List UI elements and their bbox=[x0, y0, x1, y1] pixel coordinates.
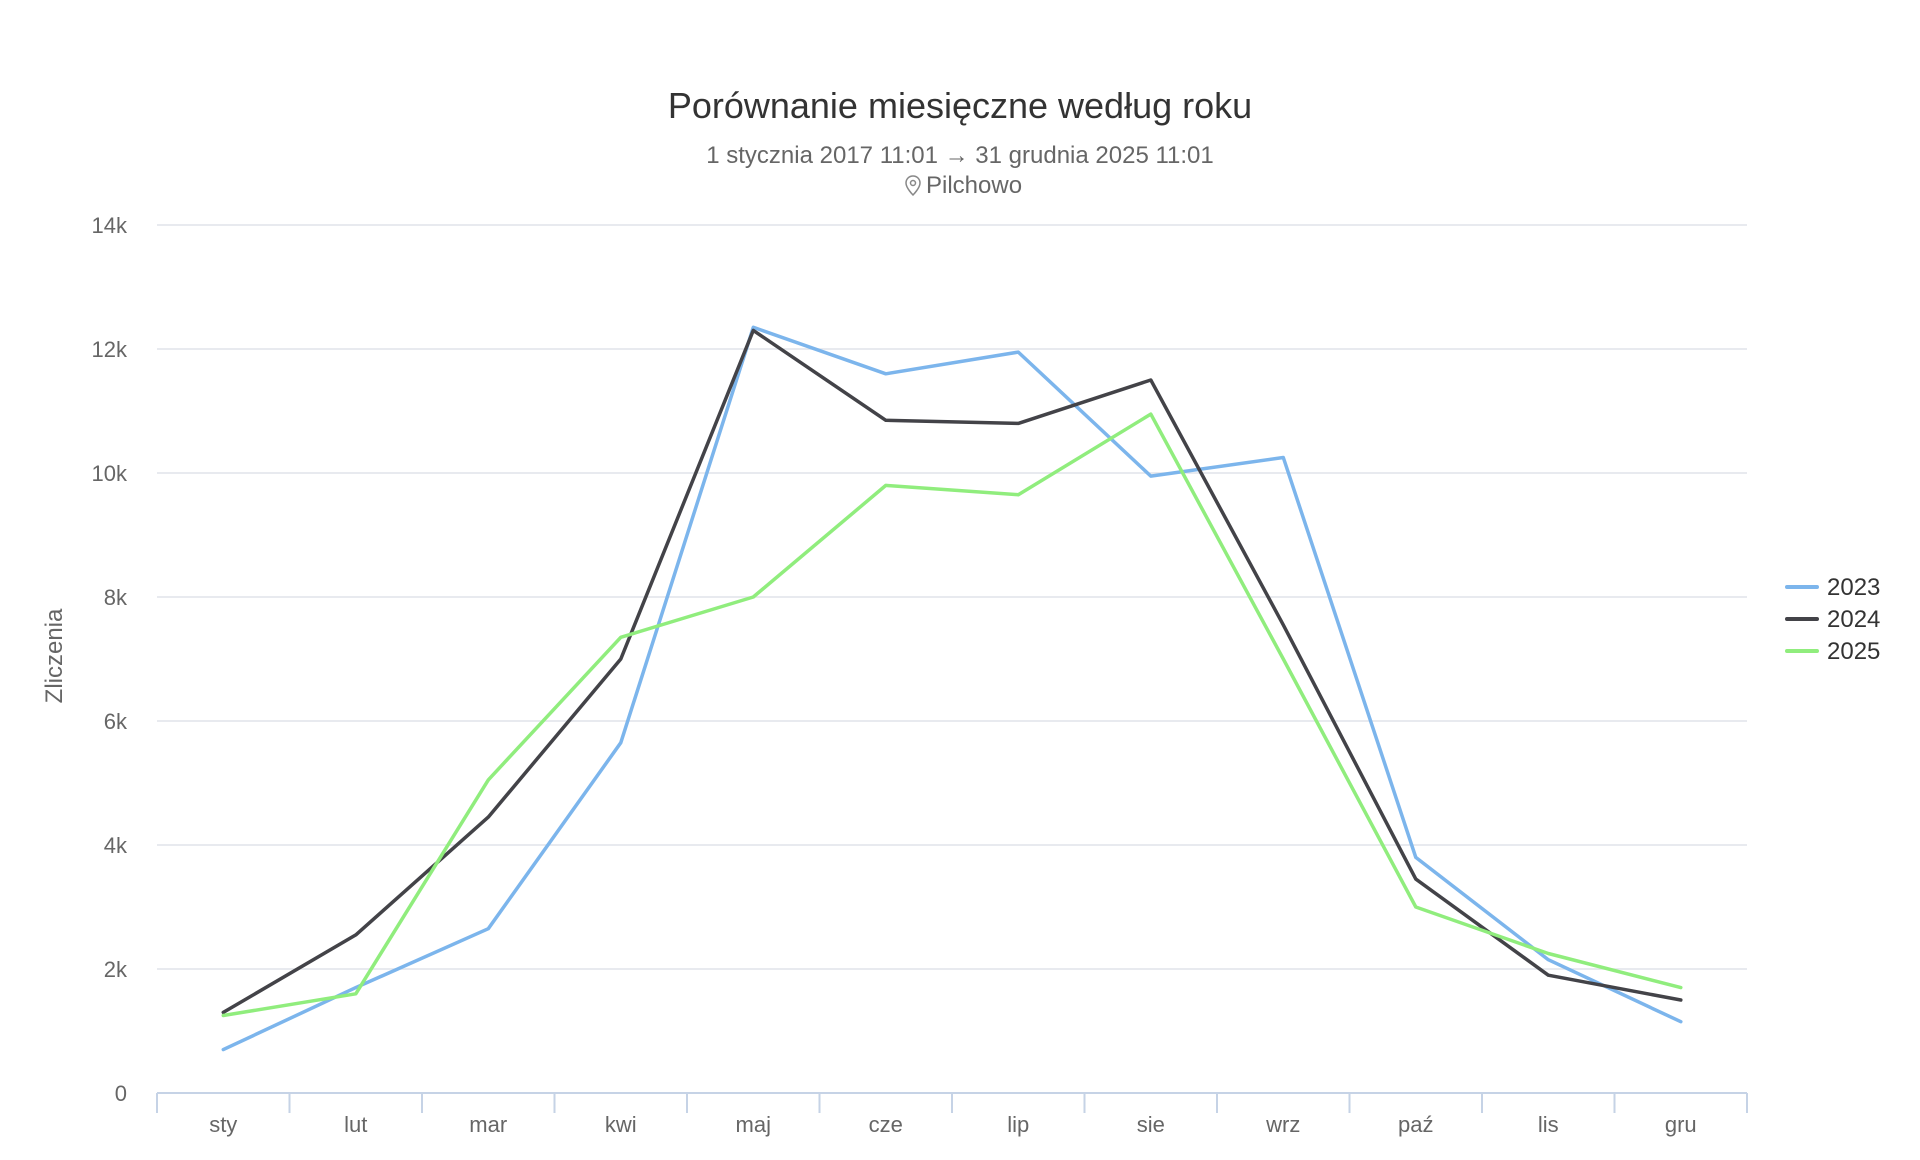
chart-title: Porównanie miesięczne według roku bbox=[668, 85, 1252, 126]
y-tick-label: 14k bbox=[92, 213, 128, 238]
x-tick-label: mar bbox=[469, 1112, 507, 1137]
series-layer bbox=[221, 325, 1683, 1052]
map-pin-icon bbox=[905, 175, 921, 197]
y-tick-label: 10k bbox=[92, 461, 128, 486]
legend-item-2025[interactable]: 2025 bbox=[1785, 638, 1880, 665]
x-tick-label: sie bbox=[1137, 1112, 1165, 1137]
series-line-2024[interactable] bbox=[221, 328, 1683, 1015]
y-tick-label: 4k bbox=[104, 833, 128, 858]
legend-label: 2025 bbox=[1827, 638, 1880, 665]
chart-subtitle: 1 stycznia 2017 11:01 → 31 grudnia 2025 … bbox=[706, 142, 1213, 169]
y-tick-label: 6k bbox=[104, 709, 128, 734]
x-tick-label: maj bbox=[736, 1112, 771, 1137]
series-line-2025[interactable] bbox=[221, 412, 1683, 1018]
location-name: Pilchowo bbox=[926, 172, 1022, 199]
y-tick-label: 0 bbox=[115, 1081, 127, 1106]
legend-label: 2024 bbox=[1827, 606, 1880, 633]
x-tick-label: lis bbox=[1538, 1112, 1559, 1137]
x-axis: sty lut mar kwi maj cze lip sie wrz paź lis gru bbox=[156, 1092, 1748, 1137]
x-tick-label: lut bbox=[344, 1112, 367, 1137]
location-label: Pilchowo bbox=[905, 172, 1022, 199]
x-tick-label: gru bbox=[1665, 1112, 1697, 1137]
y-axis-label: Zliczenia bbox=[41, 608, 68, 703]
y-tick-label: 8k bbox=[104, 585, 128, 610]
legend-item-2023[interactable]: 2023 bbox=[1785, 574, 1880, 601]
y-tick-label: 2k bbox=[104, 957, 128, 982]
grid-layer: 0 2k 4k 6k 8k 10k 12k 14k bbox=[92, 213, 1747, 1106]
y-tick-label: 12k bbox=[92, 337, 128, 362]
x-tick-label: paź bbox=[1398, 1112, 1433, 1137]
legend-item-2024[interactable]: 2024 bbox=[1785, 606, 1880, 633]
x-tick-label: sty bbox=[209, 1112, 237, 1137]
x-tick-label: lip bbox=[1007, 1112, 1029, 1137]
x-tick-label: cze bbox=[869, 1112, 903, 1137]
x-tick-label: wrz bbox=[1265, 1112, 1300, 1137]
legend-label: 2023 bbox=[1827, 574, 1880, 601]
legend[interactable]: 2023 2024 2025 bbox=[1785, 574, 1880, 665]
series-line-2023[interactable] bbox=[221, 325, 1683, 1052]
x-tick-label: kwi bbox=[605, 1112, 637, 1137]
